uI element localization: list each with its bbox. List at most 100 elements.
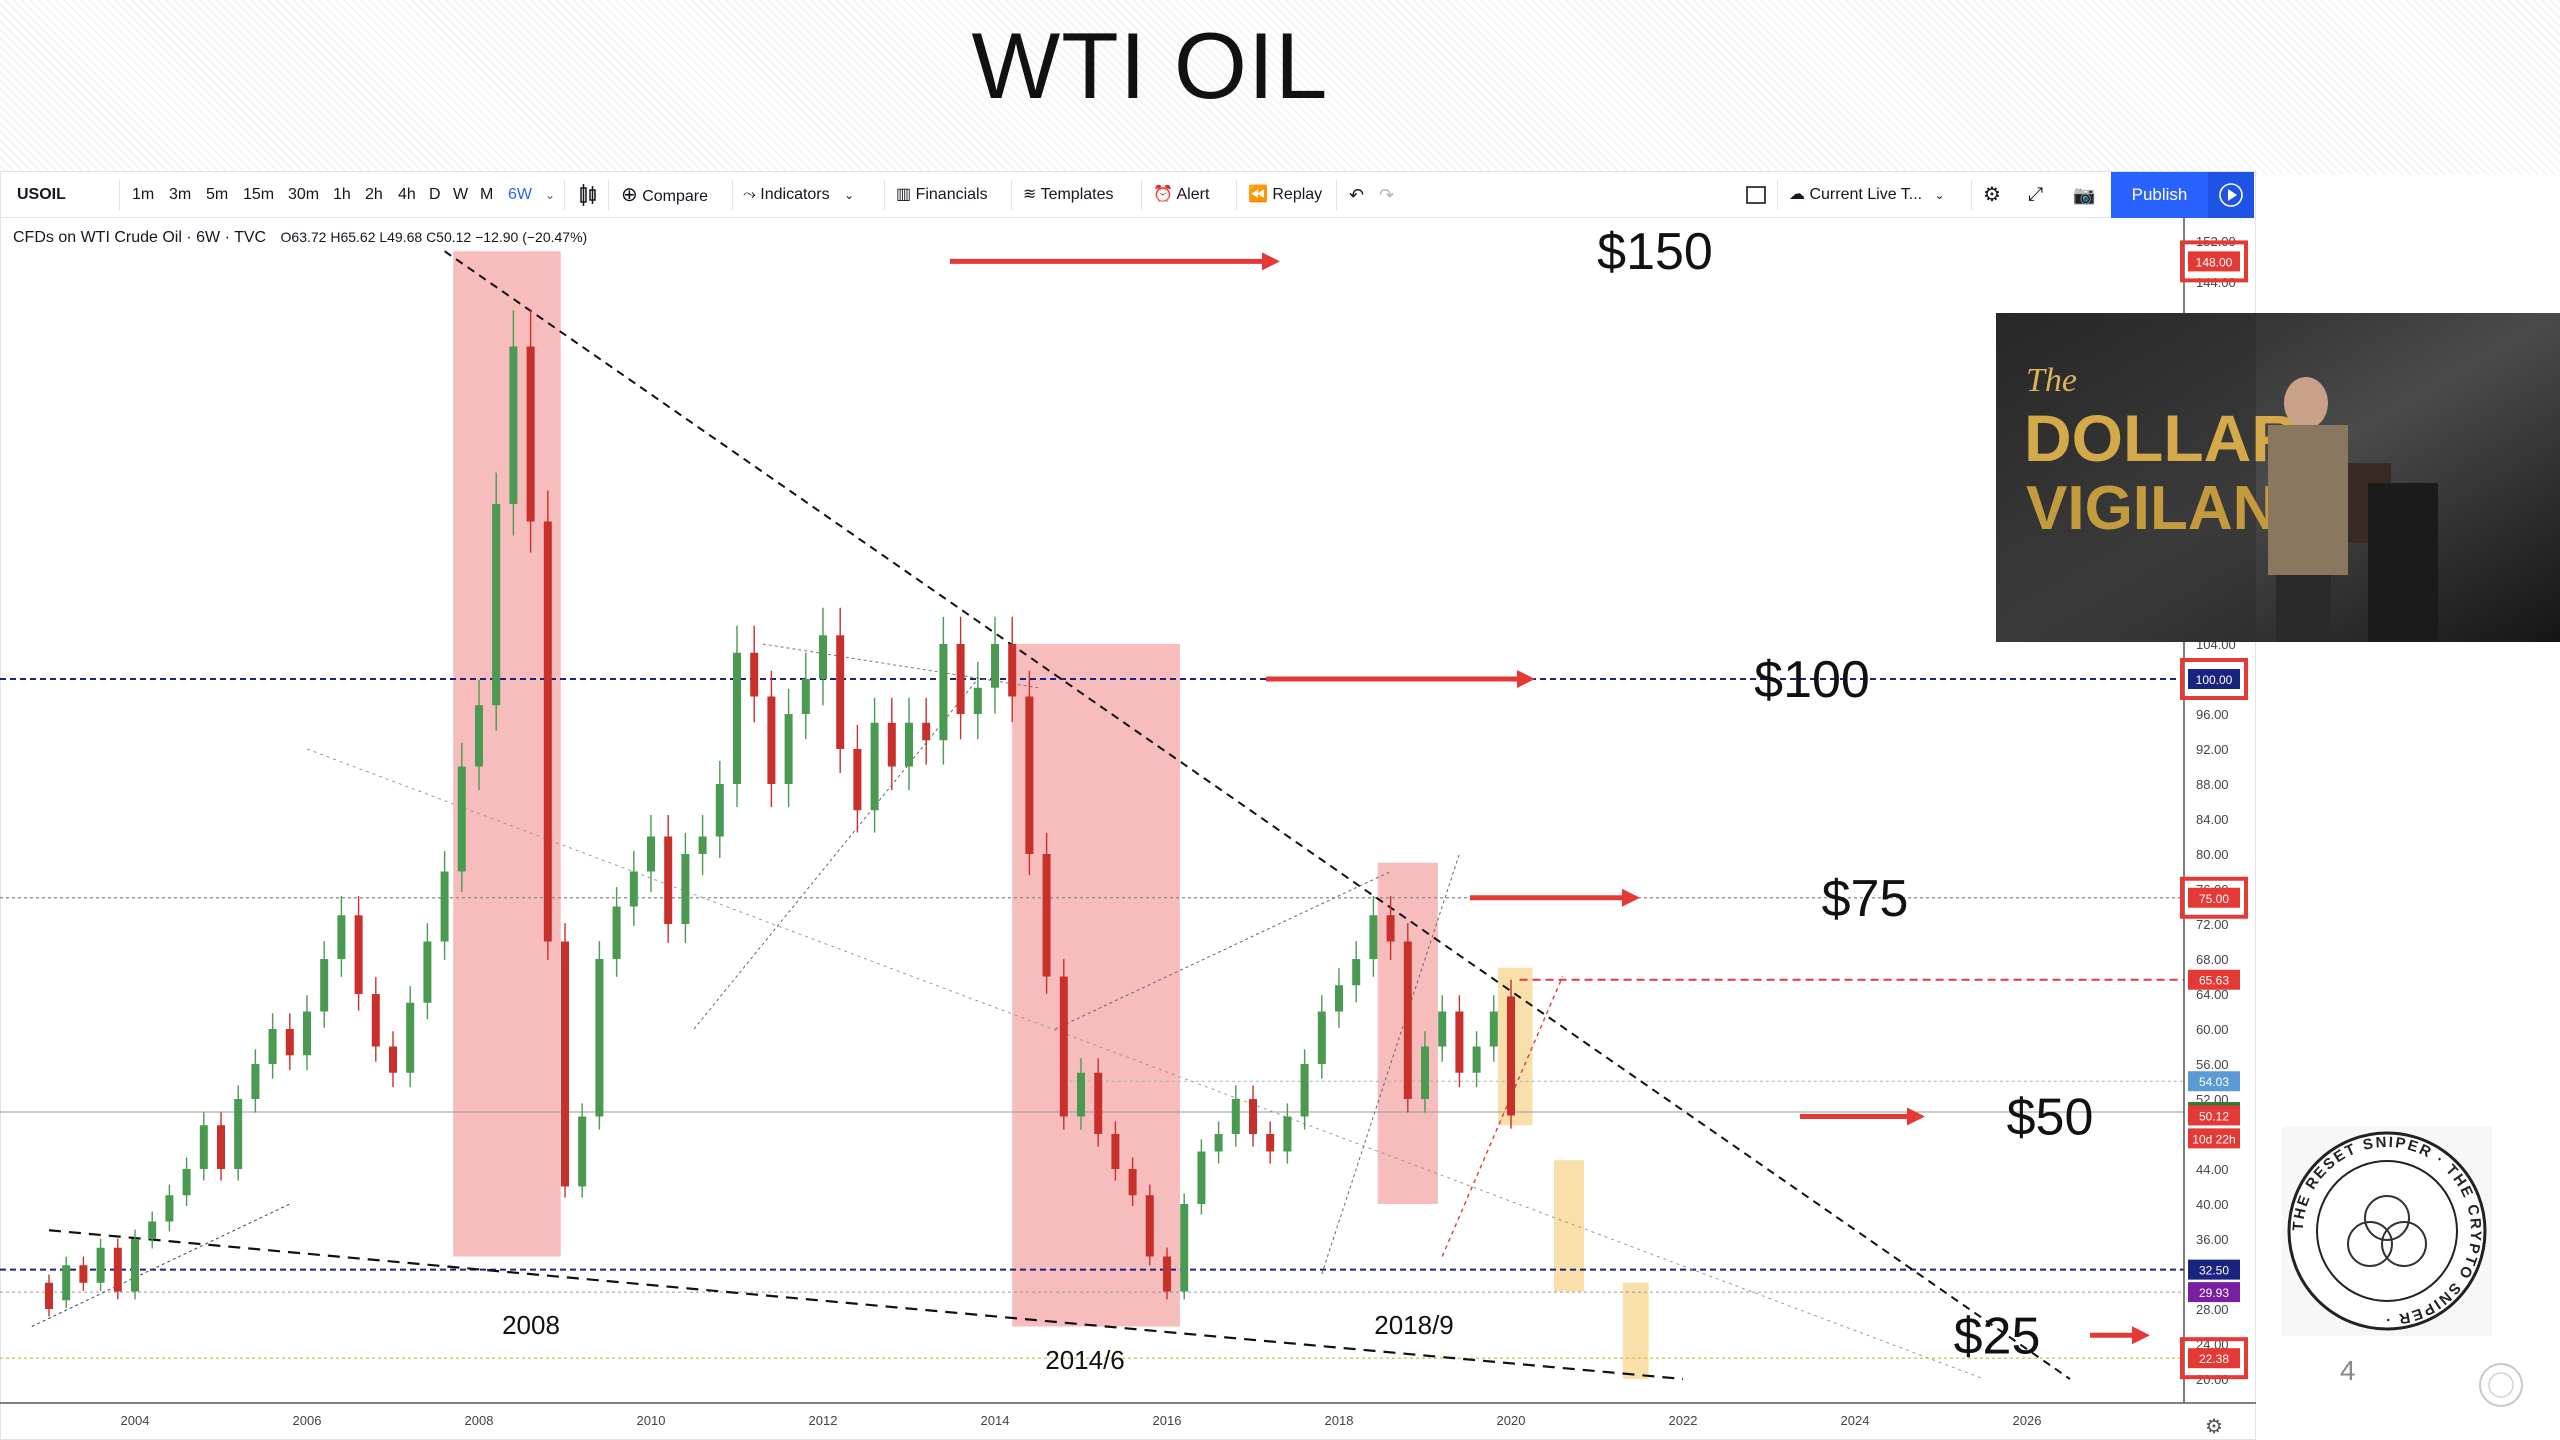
time-tick-label: 2018 [1325,1413,1354,1428]
candle-body [647,836,655,872]
cloud-icon: ☁ [1789,186,1805,203]
price-badge-highlight [2180,240,2248,283]
candle [165,1184,174,1232]
time-tick-label: 2022 [1669,1413,1698,1428]
interval-d[interactable]: D [429,186,441,203]
indicators-button[interactable]: ⤳ Indicators ⌄ [743,172,854,218]
interval-2h[interactable]: 2h [365,186,383,203]
interval-1m[interactable]: 1m [132,186,155,203]
candle-body [1111,1134,1120,1169]
price-badge-label: 50.12 [2199,1109,2229,1123]
candle [1094,1058,1103,1147]
toolbar-divider [1011,180,1012,210]
time-tick-label: 2020 [1497,1413,1526,1428]
trend-line [31,1203,291,1327]
candle-body [853,749,862,811]
candle-body [1283,1116,1292,1152]
candle-body [1008,644,1017,697]
price-badge-bg [2188,1348,2240,1369]
candle-body [1266,1134,1275,1152]
price-tick-label: 72.00 [2196,917,2229,932]
layout-name: Current Live T... [1809,186,1923,203]
interval-m[interactable]: M [480,186,494,203]
price-badge-label: 10d 22h [2192,1132,2235,1146]
candle [819,607,827,706]
undo-icon[interactable]: ↶ [1349,185,1365,205]
candle [303,995,311,1071]
interval-15m[interactable]: 15m [243,186,275,203]
candle [853,724,862,833]
candle-body [217,1125,225,1169]
candle [1145,1184,1154,1266]
candle [922,697,931,765]
candle [698,814,707,875]
interval-30m[interactable]: 30m [288,186,320,203]
interval-6w[interactable]: 6W [508,186,532,203]
candle [1077,1058,1085,1130]
candle [1025,670,1034,875]
toolbar-divider [1141,180,1142,210]
compare-button[interactable]: ⊕ Compare [621,172,708,218]
financials-button[interactable]: ▥ Financials [896,172,988,218]
bar-chart-icon: ▥ [896,186,912,203]
red-arrow-head [1907,1107,1925,1126]
price-badge-highlight [2180,876,2248,919]
candle [561,923,569,1198]
candle [148,1211,157,1249]
interval-1h[interactable]: 1h [333,186,351,203]
time-tick-label: 2024 [1841,1413,1870,1428]
price-badge: 50.12 [2188,1105,2240,1126]
candle [1059,959,1068,1130]
play-circle-icon [2219,183,2243,207]
price-badge-label: 100.00 [2196,673,2233,687]
period-label: 2018/9 [1374,1310,1454,1340]
candle-body [371,994,380,1047]
publish-play-button[interactable] [2208,172,2254,218]
price-tick-label: 56.00 [2196,1057,2229,1072]
replay-button[interactable]: ⏪ Replay [1248,172,1322,218]
fullscreen-icon[interactable]: ⤢ [2028,184,2044,205]
price-badge: 54.03 [2188,1071,2240,1092]
candle [767,670,776,808]
candle [509,310,518,536]
candle [939,616,948,765]
redo-icon[interactable]: ↷ [1379,185,1395,205]
fullscreen-square-icon[interactable] [1745,172,1767,218]
alert-button[interactable]: ⏰ Alert [1153,172,1209,218]
toolbar-divider [564,180,565,210]
interval-5m[interactable]: 5m [206,186,229,203]
interval-w[interactable]: W [453,186,469,203]
toolbar-divider [1971,180,1972,210]
candle-body [492,504,501,706]
price-tick-label: 64.00 [2196,987,2229,1002]
interval-3m[interactable]: 3m [169,186,192,203]
candle [956,616,965,740]
slide-page-number: 4 [2340,1355,2356,1386]
candles-icon[interactable] [577,172,599,218]
red-arrow-head [2132,1326,2150,1345]
candle [1403,923,1412,1113]
price-badge-bg [2188,1259,2240,1280]
settings-gear-icon[interactable]: ⚙ [1983,184,2001,206]
publish-button[interactable]: Publish [2111,172,2208,218]
templates-button[interactable]: ≋ Templates [1023,172,1113,218]
candle [1266,1121,1275,1164]
axis-settings-gear-icon[interactable]: ⚙ [2205,1416,2223,1438]
candle-body [62,1265,71,1301]
symbol-search[interactable]: USOIL [17,186,66,203]
candle-body [79,1265,88,1283]
interval-4h[interactable]: 4h [398,186,416,203]
candle-body [715,784,724,837]
candle [973,661,982,740]
trend-line [48,1229,1684,1381]
candle [96,1238,105,1291]
camera-icon[interactable]: 📷 [2073,185,2096,205]
candle-body [354,915,363,994]
price-badge: 32.50 [2188,1259,2240,1280]
candle-body [320,959,329,1012]
candle-body [595,959,604,1117]
interval-chevron-down-icon[interactable]: ⌄ [545,188,556,202]
candle [457,742,466,892]
layout-dropdown[interactable]: ☁ Current Live T... ⌄ [1789,172,1945,218]
